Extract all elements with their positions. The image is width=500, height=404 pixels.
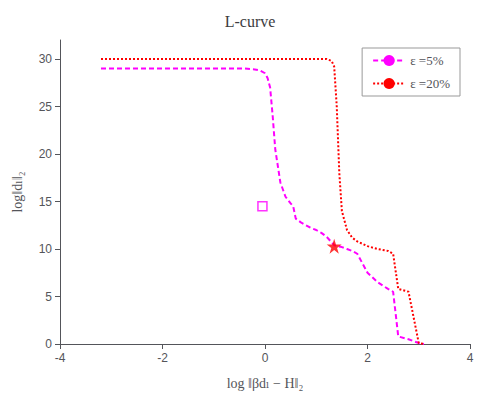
- svg-text:log ‖βdₗ − H‖₂: log ‖βdₗ − H‖₂: [227, 376, 304, 391]
- svg-text:ε =5%: ε =5%: [410, 53, 444, 68]
- svg-text:15: 15: [39, 195, 53, 209]
- svg-text:4: 4: [467, 351, 474, 365]
- svg-text:ε =20%: ε =20%: [410, 76, 450, 91]
- svg-text:log‖dₗ‖₂: log‖dₗ‖₂: [10, 171, 25, 212]
- svg-text:L-curve: L-curve: [225, 13, 276, 30]
- svg-text:-4: -4: [55, 351, 66, 365]
- svg-text:-2: -2: [157, 351, 168, 365]
- svg-text:30: 30: [39, 52, 53, 66]
- svg-text:25: 25: [39, 100, 53, 114]
- svg-text:20: 20: [39, 147, 53, 161]
- svg-text:0: 0: [45, 337, 52, 351]
- svg-text:10: 10: [39, 242, 53, 256]
- svg-text:2: 2: [364, 351, 371, 365]
- svg-text:0: 0: [262, 351, 269, 365]
- svg-text:5: 5: [45, 290, 52, 304]
